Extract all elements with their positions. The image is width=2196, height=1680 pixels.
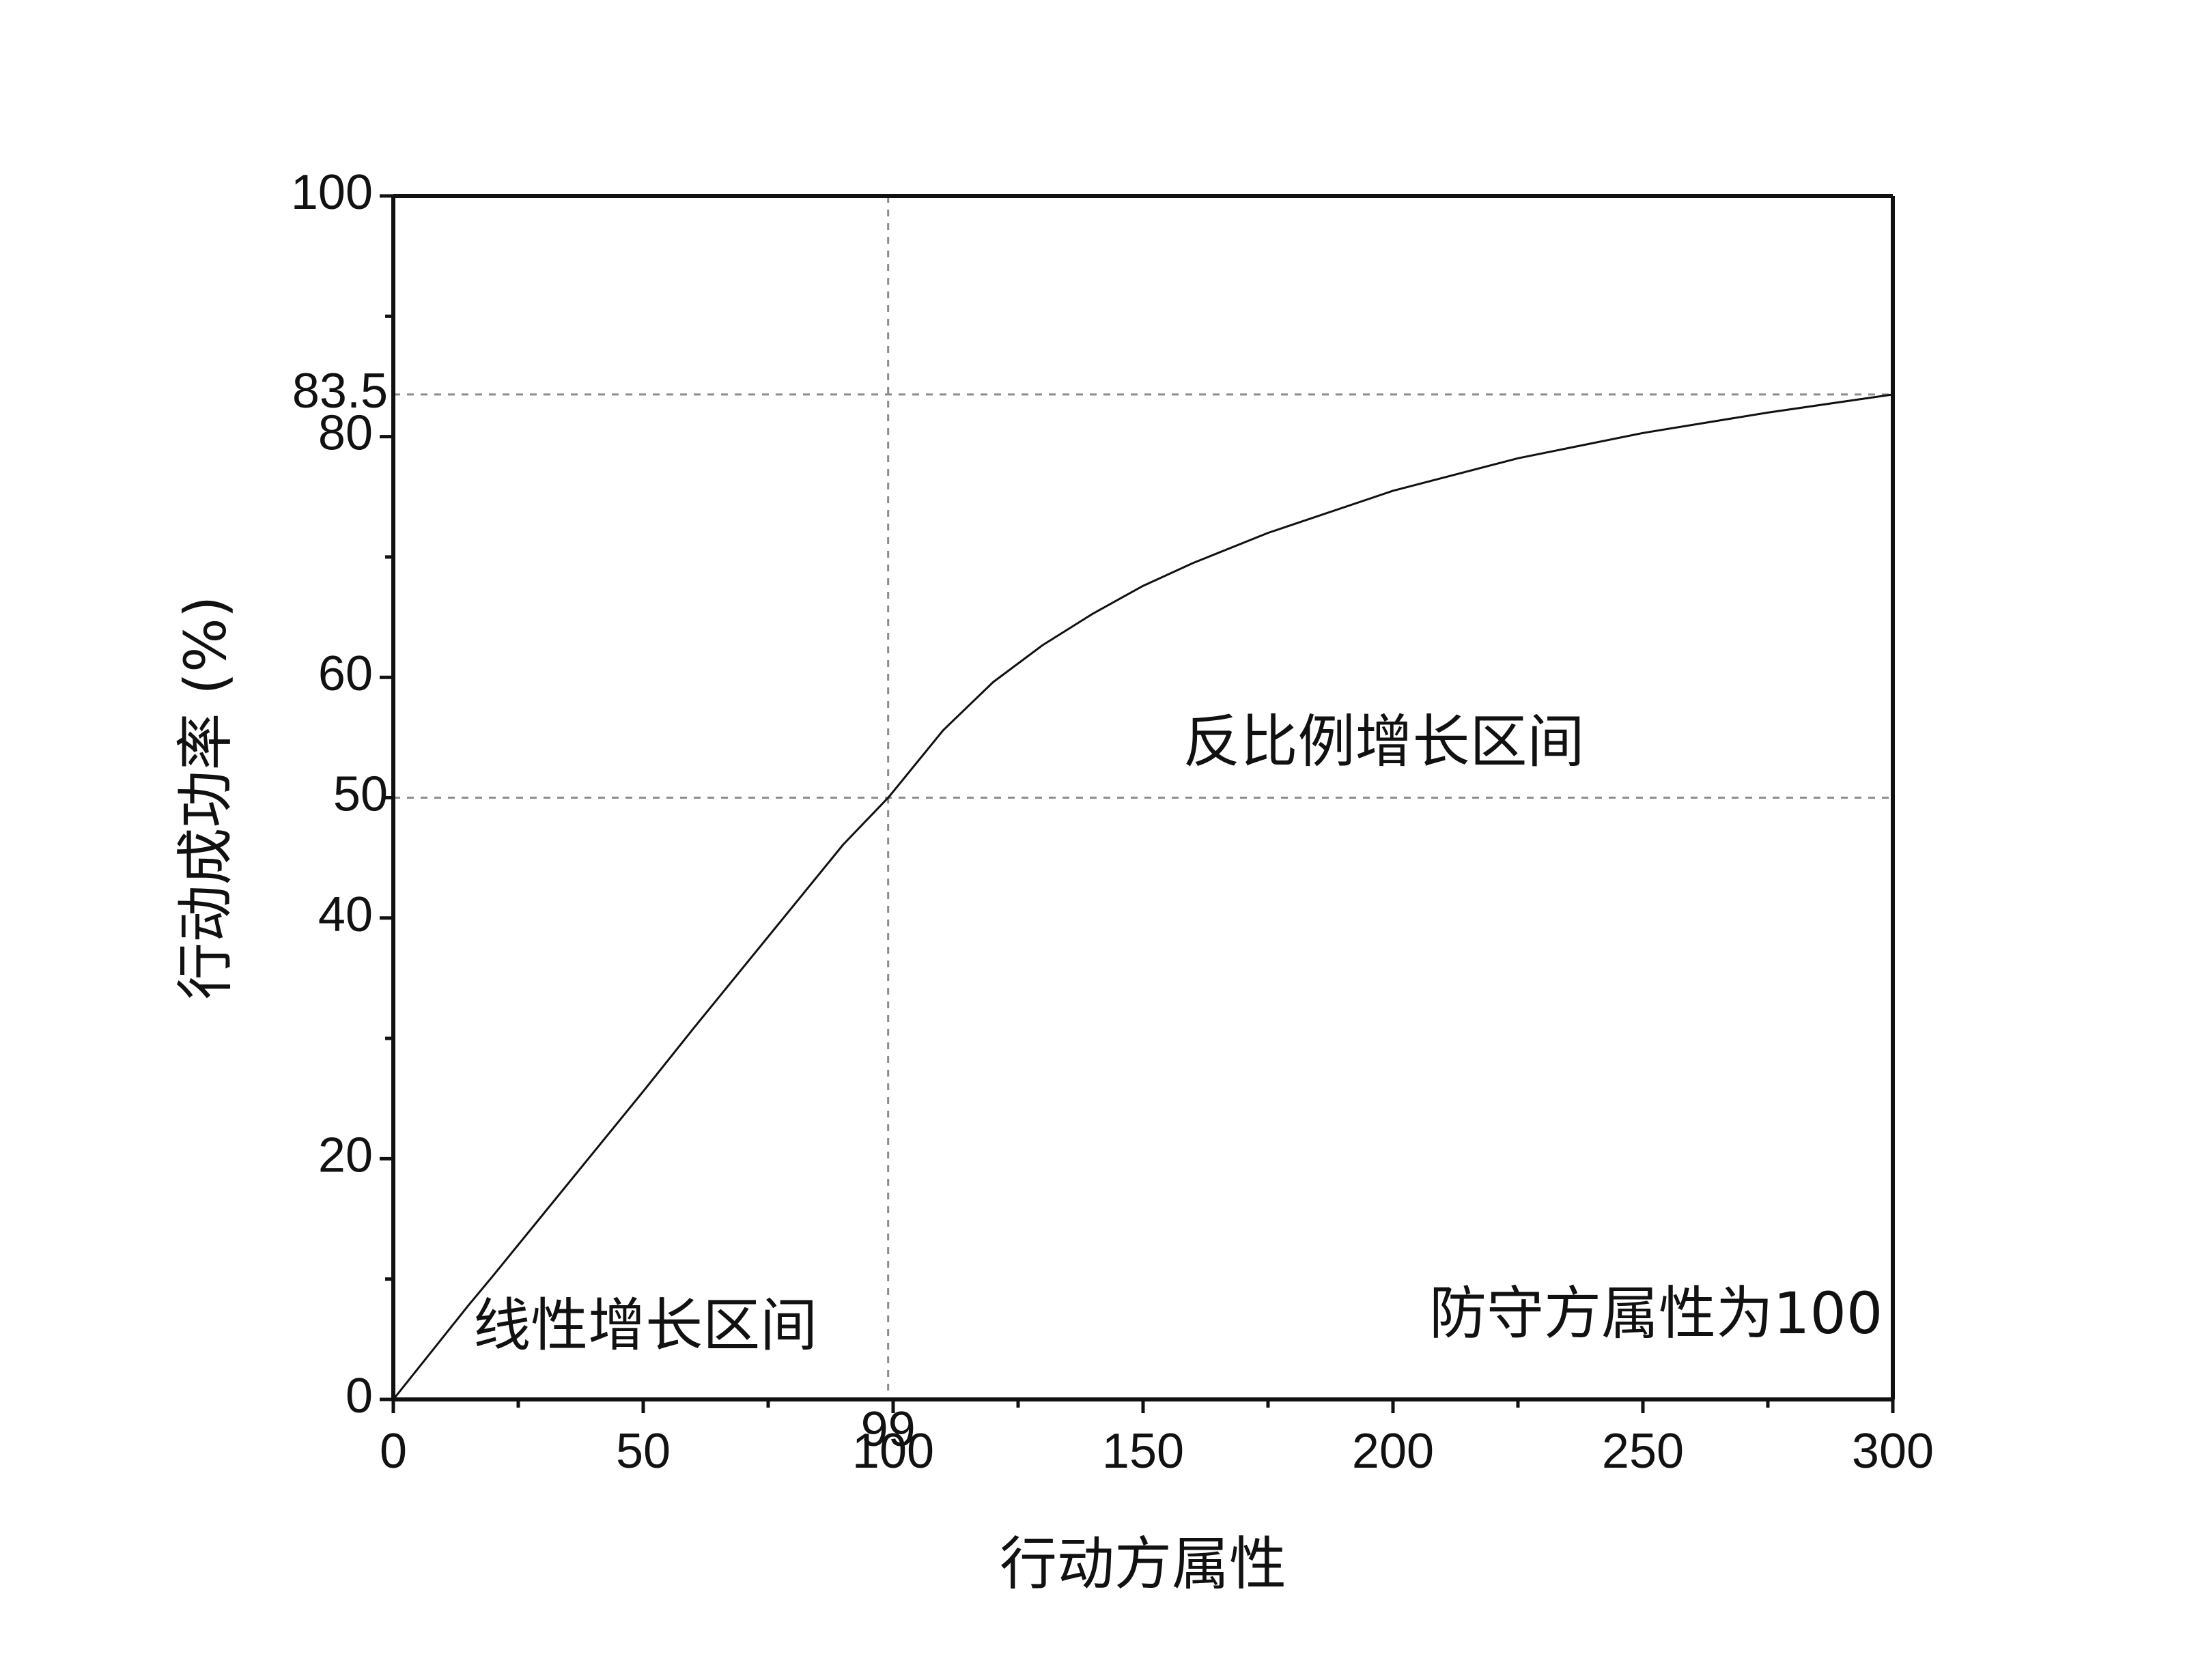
tick-marks [380,194,1895,1413]
horizontal-reference-label: 50 [333,767,388,822]
x-tick-label: 300 [1852,1424,1934,1479]
y-tick-label: 20 [318,1128,373,1182]
y-tick-label: 100 [291,165,373,220]
y-tick-label: 40 [318,887,373,942]
defense-label: 防守方属性为100 [1429,1280,1883,1347]
y-tick-label: 0 [346,1369,373,1423]
linear-region-label: 线性增长区间 [473,1292,817,1359]
reference-lines [393,196,1893,1399]
inverse-region-label: 反比例增长区间 [1183,709,1585,775]
x-tick-label: 150 [1102,1424,1184,1479]
vertical-reference-label: 99 [861,1402,916,1457]
x-tick-label: 50 [616,1424,671,1479]
x-axis-title: 行动方属性 [1000,1530,1286,1597]
curve-layer [392,393,1894,1401]
x-tick-label: 250 [1602,1424,1684,1479]
x-tick-label: 200 [1352,1424,1434,1479]
x-tick-label: 100 [852,1424,934,1479]
x-tick-label: 0 [380,1424,407,1479]
tick-labels: 0 50 100 150 200 250 300 0 20 40 60 80 100 83.5 50 99 行动… [172,165,1934,1597]
y-tick-label: 80 [318,406,373,461]
horizontal-reference-label: 83.5 [292,364,388,418]
success-rate-curve [392,393,1894,1401]
y-tick-label: 60 [318,646,373,701]
y-axis-title: 行动成功率 (%) [172,595,239,999]
